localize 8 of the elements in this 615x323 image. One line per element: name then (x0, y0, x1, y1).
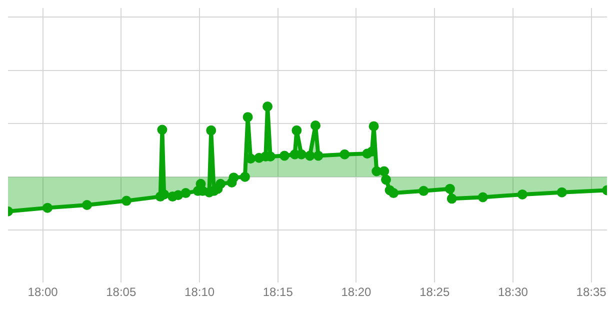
x-tick-label: 18:10 (184, 285, 215, 300)
x-tick-label: 18:25 (420, 285, 450, 300)
x-tick-label: 18:30 (498, 285, 528, 300)
x-tick-label: 18:35 (576, 285, 607, 300)
x-tick-label: 18:00 (28, 285, 58, 300)
x-tick-label: 18:05 (106, 285, 136, 300)
x-tick-label: 18:20 (341, 285, 372, 300)
x-tick-label: 18:15 (262, 285, 294, 300)
